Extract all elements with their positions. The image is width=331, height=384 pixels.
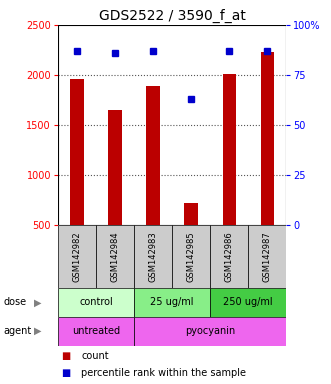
- Text: ▶: ▶: [34, 326, 42, 336]
- Bar: [210, 225, 248, 288]
- Bar: [184, 203, 198, 225]
- Bar: [134, 317, 286, 346]
- Text: agent: agent: [3, 326, 31, 336]
- Bar: [260, 52, 274, 225]
- Text: untreated: untreated: [72, 326, 120, 336]
- Text: percentile rank within the sample: percentile rank within the sample: [81, 368, 246, 378]
- Bar: [58, 317, 134, 346]
- Text: count: count: [81, 351, 109, 361]
- Text: ■: ■: [61, 351, 71, 361]
- Title: GDS2522 / 3590_f_at: GDS2522 / 3590_f_at: [99, 8, 246, 23]
- Text: control: control: [79, 297, 113, 308]
- Bar: [108, 110, 122, 225]
- Text: GSM142986: GSM142986: [225, 231, 234, 282]
- Bar: [222, 74, 236, 225]
- Bar: [134, 225, 172, 288]
- Text: ■: ■: [61, 368, 71, 378]
- Text: GSM142984: GSM142984: [111, 231, 119, 281]
- Text: dose: dose: [3, 297, 26, 308]
- Text: GSM142982: GSM142982: [72, 231, 81, 281]
- Bar: [146, 86, 160, 225]
- Text: GSM142985: GSM142985: [187, 231, 196, 281]
- Bar: [58, 225, 96, 288]
- Text: 25 ug/ml: 25 ug/ml: [150, 297, 194, 308]
- Text: GSM142983: GSM142983: [149, 231, 158, 282]
- Bar: [248, 225, 286, 288]
- Text: GSM142987: GSM142987: [263, 231, 272, 282]
- Text: 250 ug/ml: 250 ug/ml: [223, 297, 273, 308]
- Bar: [58, 288, 134, 317]
- Bar: [210, 288, 286, 317]
- Text: ▶: ▶: [34, 297, 42, 308]
- Bar: [134, 288, 210, 317]
- Bar: [70, 79, 84, 225]
- Bar: [172, 225, 210, 288]
- Text: pyocyanin: pyocyanin: [185, 326, 235, 336]
- Bar: [96, 225, 134, 288]
